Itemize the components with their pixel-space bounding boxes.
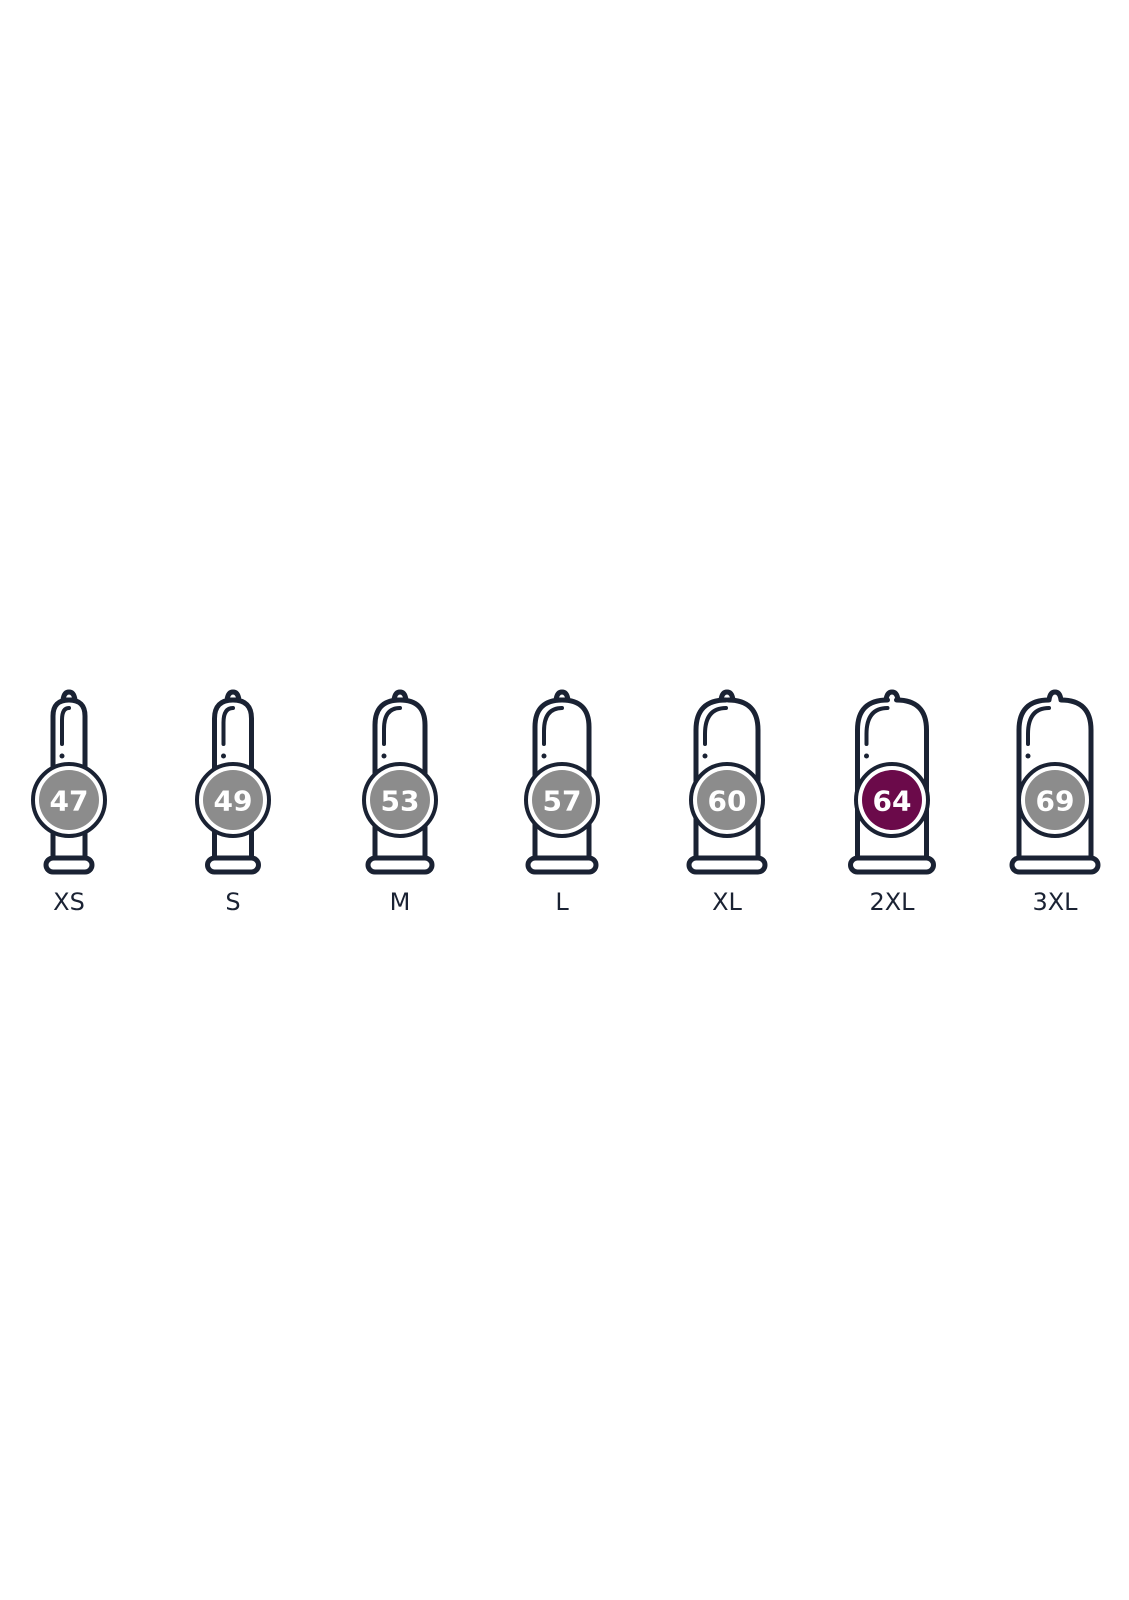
shine-dot-icon <box>1025 753 1031 759</box>
size-value: 53 <box>381 785 420 818</box>
shine-dot-icon <box>864 753 869 759</box>
condom-outline-icon <box>50 689 88 858</box>
size-label: 3XL <box>1032 888 1078 916</box>
size-value: 57 <box>543 785 582 818</box>
base-ring-icon <box>365 855 435 875</box>
size-value: 69 <box>1036 785 1075 818</box>
shine-line-icon <box>542 706 564 746</box>
badge-fill <box>532 770 592 830</box>
size-label: L <box>555 888 569 916</box>
shine-line-icon <box>703 706 728 746</box>
condom-outline-icon <box>532 689 592 858</box>
base-ring-icon <box>848 855 936 875</box>
size-item-xs: 47 XS <box>31 689 107 916</box>
condom-outline-icon <box>372 689 428 858</box>
shine-dot-icon <box>702 753 708 759</box>
badge-fill <box>862 770 922 830</box>
shine-dot-icon <box>221 753 226 759</box>
condom-outline-icon <box>212 689 254 858</box>
shine-line-icon <box>221 706 235 746</box>
base-ring-icon <box>686 855 768 875</box>
badge-fill <box>370 770 430 830</box>
size-value: 47 <box>50 785 89 818</box>
base-ring-icon <box>205 855 261 875</box>
size-value: 49 <box>214 785 253 818</box>
shine-line-icon <box>382 706 402 746</box>
size-item-2xl: 64 2XL <box>848 689 936 916</box>
size-value: 64 <box>873 785 912 818</box>
shine-dot-icon <box>59 753 65 759</box>
size-item-m: 53 M <box>362 689 438 916</box>
shine-dot-icon <box>381 753 387 759</box>
condom-outline-icon <box>855 689 929 858</box>
base-ring-icon <box>43 855 95 875</box>
size-item-xl: 60 XL <box>686 689 768 916</box>
shine-dot-icon <box>541 753 547 759</box>
size-item-l: 57 L <box>524 689 600 916</box>
base-ring-icon <box>525 855 599 875</box>
shine-line-icon <box>864 706 890 746</box>
condom-outline-icon <box>693 689 761 858</box>
size-value: 60 <box>708 785 747 818</box>
size-label: XS <box>53 888 85 916</box>
badge-fill <box>1025 770 1085 830</box>
size-label: XL <box>712 888 742 916</box>
size-label: S <box>225 888 240 916</box>
shine-line-icon <box>1026 706 1051 746</box>
size-label: 2XL <box>869 888 915 916</box>
badge-fill <box>39 770 99 830</box>
base-ring-icon <box>1009 855 1101 875</box>
size-label: M <box>390 888 411 916</box>
size-item-3xl: 69 3XL <box>1009 689 1101 916</box>
shine-line-icon <box>60 706 71 746</box>
condom-outline-icon <box>1016 689 1094 858</box>
badge-fill <box>697 770 757 830</box>
badge-fill <box>203 770 263 830</box>
size-item-s: 49 S <box>195 689 271 916</box>
